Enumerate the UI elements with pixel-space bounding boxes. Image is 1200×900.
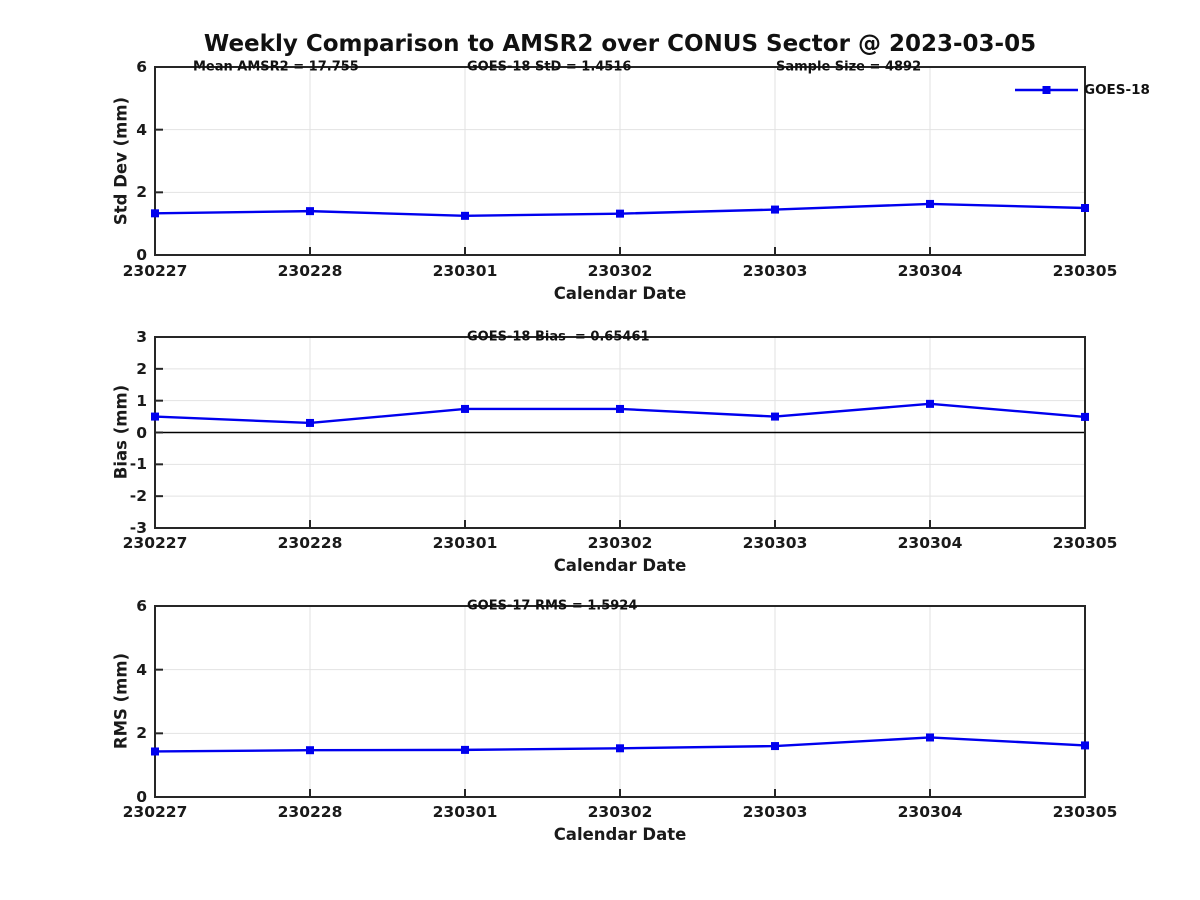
y-tick-label: -2 xyxy=(129,487,147,506)
x-tick-label: 230304 xyxy=(897,262,963,280)
bias-marker xyxy=(461,404,469,413)
x-tick-label: 230228 xyxy=(277,262,343,280)
y-tick-label: 2 xyxy=(136,724,147,743)
std_dev-marker xyxy=(1081,204,1089,212)
x-tick-label: 230301 xyxy=(432,262,498,280)
bias-marker xyxy=(616,404,624,413)
bias-marker xyxy=(1081,412,1089,421)
x-tick-label: 230303 xyxy=(742,534,808,552)
annotation-mean-amsr2: Mean AMSR2 = 17.755 xyxy=(193,59,359,75)
bias-marker xyxy=(151,412,159,421)
rms-marker xyxy=(771,742,779,751)
y-tick-label: 6 xyxy=(136,597,147,615)
rms-marker xyxy=(461,745,469,754)
x-tick-label: 230228 xyxy=(277,803,343,821)
y-tick-label: 1 xyxy=(136,391,147,410)
rms-marker xyxy=(306,746,314,755)
y-tick-label: 0 xyxy=(136,246,147,264)
annotation-goes18-bias: GOES-18 Bias = 0.65461 xyxy=(467,329,650,345)
x-tick-label: 230227 xyxy=(122,262,188,280)
annotation-goes18-std: GOES-18 StD = 1.4516 xyxy=(467,59,632,75)
stddev-x-axis-label: Calendar Date xyxy=(553,284,687,303)
stddev-y-axis-label: Std Dev (mm) xyxy=(111,96,131,226)
rms-marker xyxy=(1081,741,1089,750)
x-tick-label: 230303 xyxy=(742,803,808,821)
y-tick-label: 0 xyxy=(136,788,147,806)
bias-x-axis-label: Calendar Date xyxy=(553,556,687,575)
std_dev-marker xyxy=(771,205,779,214)
x-tick-label: 230301 xyxy=(432,803,498,821)
x-tick-label: 230228 xyxy=(277,534,343,552)
legend-marker-sample xyxy=(1042,86,1051,94)
x-tick-label: 230302 xyxy=(587,262,653,280)
y-tick-label: 4 xyxy=(136,660,147,679)
std_dev-marker xyxy=(306,207,314,216)
rms-marker xyxy=(926,733,934,742)
y-tick-label: -3 xyxy=(129,519,147,537)
bias-marker xyxy=(306,418,314,427)
x-tick-label: 230301 xyxy=(432,534,498,552)
std_dev-marker xyxy=(461,211,469,220)
legend-goes18-label: GOES-18 xyxy=(1084,82,1150,98)
y-tick-label: 4 xyxy=(136,120,147,139)
x-tick-label: 230303 xyxy=(742,262,808,280)
x-tick-label: 230305 xyxy=(1052,534,1118,552)
x-tick-label: 230304 xyxy=(897,534,963,552)
figure-title: Weekly Comparison to AMSR2 over CONUS Se… xyxy=(203,31,1037,57)
x-tick-label: 230305 xyxy=(1052,262,1118,280)
annotation-goes17-rms: GOES-17 RMS = 1.5924 xyxy=(467,598,638,614)
rms-marker xyxy=(616,744,624,753)
annotation-sample-size: Sample Size = 4892 xyxy=(776,59,922,75)
bias-marker xyxy=(926,399,934,408)
y-tick-label: 0 xyxy=(136,423,147,442)
rms-x-axis-label: Calendar Date xyxy=(553,825,687,844)
bias-marker xyxy=(771,412,779,421)
std_dev-marker xyxy=(616,209,624,218)
x-tick-label: 230302 xyxy=(587,803,653,821)
y-tick-label: 2 xyxy=(136,359,147,378)
x-tick-label: 230227 xyxy=(122,803,188,821)
std_dev-marker xyxy=(926,199,934,208)
x-tick-label: 230305 xyxy=(1052,803,1118,821)
x-tick-label: 230227 xyxy=(122,534,188,552)
x-tick-label: 230302 xyxy=(587,534,653,552)
y-tick-label: -1 xyxy=(129,455,147,474)
x-tick-label: 230304 xyxy=(897,803,963,821)
std_dev-marker xyxy=(151,209,159,218)
y-tick-label: 2 xyxy=(136,183,147,202)
y-tick-label: 6 xyxy=(136,58,147,76)
rms-marker xyxy=(151,747,159,756)
y-tick-label: 3 xyxy=(136,328,147,346)
